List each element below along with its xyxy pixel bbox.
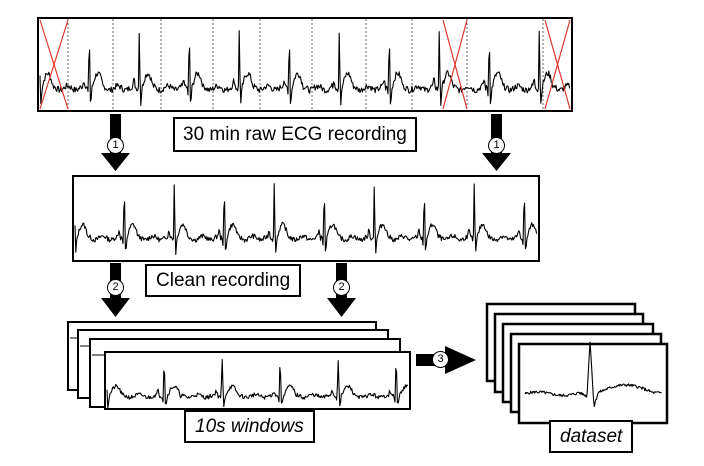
dataset-stack bbox=[485, 302, 669, 425]
rejected-segment-marks bbox=[39, 19, 571, 110]
step-3-badge: 3 bbox=[432, 351, 449, 368]
step-2-badge-left: 2 bbox=[107, 279, 124, 296]
dataset-card-front bbox=[517, 341, 669, 425]
window-card-front bbox=[104, 351, 411, 410]
raw-recording-panel bbox=[37, 17, 573, 112]
single-beat-trace bbox=[524, 341, 662, 408]
arrow-step-1-right bbox=[482, 114, 511, 171]
windows-label: 10s windows bbox=[184, 410, 315, 443]
dataset-label: dataset bbox=[549, 420, 634, 453]
clean-recording-panel bbox=[72, 175, 540, 262]
segment-markers bbox=[67, 19, 544, 110]
raw-ecg-trace bbox=[39, 30, 571, 107]
window-ecg-trace bbox=[106, 358, 409, 409]
clean-ecg-trace bbox=[74, 183, 538, 256]
arrow-step-1-left bbox=[101, 114, 130, 171]
window-stack bbox=[67, 321, 411, 410]
clean-recording-label: Clean recording bbox=[145, 264, 302, 297]
step-1-badge-right: 1 bbox=[488, 137, 505, 154]
step-1-badge-left: 1 bbox=[107, 137, 124, 154]
step-2-badge-right: 2 bbox=[333, 279, 350, 296]
raw-recording-label: 30 min raw ECG recording bbox=[173, 117, 417, 152]
